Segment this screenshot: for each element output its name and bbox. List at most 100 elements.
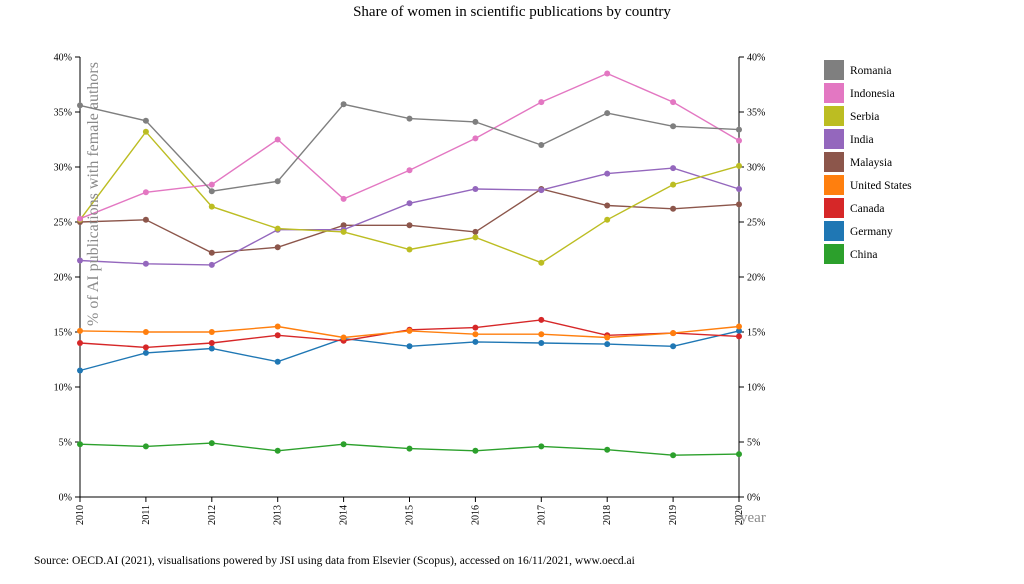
data-point-malaysia xyxy=(142,216,149,223)
legend-label-china: China xyxy=(850,249,877,261)
y-tick-label-left: 20% xyxy=(54,273,72,284)
y-tick-label-right: 30% xyxy=(747,163,765,174)
x-tick-label: 2017 xyxy=(536,505,547,525)
data-point-indonesia xyxy=(274,136,281,143)
legend-label-serbia: Serbia xyxy=(850,111,879,123)
legend-label-canada: Canada xyxy=(850,203,884,215)
legend-label-romania: Romania xyxy=(850,65,892,77)
data-point-serbia xyxy=(472,234,479,241)
series-line-germany xyxy=(79,330,740,372)
data-point-malaysia xyxy=(736,201,742,208)
data-point-germany xyxy=(670,343,677,350)
y-tick-label-right: 15% xyxy=(747,328,765,339)
x-tick-label: 2016 xyxy=(470,505,481,525)
data-point-romania xyxy=(274,178,281,185)
data-point-india xyxy=(77,257,83,264)
data-point-malaysia xyxy=(340,222,347,229)
data-point-germany xyxy=(406,343,413,350)
y-tick-label-left: 30% xyxy=(54,163,72,174)
x-tick-label: 2013 xyxy=(273,505,284,525)
data-point-malaysia xyxy=(208,249,215,256)
legend-swatch-united-states xyxy=(824,175,844,195)
data-point-canada xyxy=(736,333,742,340)
data-point-germany xyxy=(142,349,149,356)
series-line-indonesia xyxy=(79,72,740,220)
y-tick-label-left: 35% xyxy=(54,108,72,119)
data-point-romania xyxy=(77,102,83,109)
data-point-united-states xyxy=(77,327,83,334)
data-point-indonesia xyxy=(208,181,215,188)
series-line-serbia xyxy=(79,130,740,264)
y-tick-label-right: 35% xyxy=(747,108,765,119)
legend-label-indonesia: Indonesia xyxy=(850,88,895,100)
x-tick-label: 2010 xyxy=(75,505,86,525)
data-point-china xyxy=(77,441,83,448)
axes: 0% 0% 5% 5% 10% 10% 15% 15% 20% 20% 25% 25% 30% 30% 35… xyxy=(54,53,766,526)
legend-swatch-indonesia xyxy=(824,83,844,103)
data-point-india xyxy=(670,165,677,172)
data-point-united-states xyxy=(274,323,281,330)
y-tick-label-right: 5% xyxy=(747,438,760,449)
legend-label-india: India xyxy=(850,134,874,146)
y-tick-label-left: 15% xyxy=(54,328,72,339)
data-point-serbia xyxy=(274,225,281,232)
data-point-canada xyxy=(274,332,281,339)
x-tick-label: 2011 xyxy=(141,505,152,525)
y-tick-label-right: 40% xyxy=(747,53,765,64)
x-axis-label: year xyxy=(740,510,766,526)
legend-label-malaysia: Malaysia xyxy=(850,157,892,169)
data-point-malaysia xyxy=(604,202,611,209)
data-point-indonesia xyxy=(340,195,347,202)
data-point-united-states xyxy=(208,329,215,335)
data-point-romania xyxy=(670,123,677,130)
x-tick-label: 2012 xyxy=(207,505,218,525)
data-point-romania xyxy=(736,126,742,133)
series-serbia xyxy=(77,128,742,266)
data-point-malaysia xyxy=(406,222,413,229)
y-axis-label: % of AI publications with female authors xyxy=(85,62,102,326)
data-point-romania xyxy=(340,101,347,108)
series-india xyxy=(77,165,742,268)
data-point-malaysia xyxy=(472,228,479,235)
data-point-malaysia xyxy=(274,244,281,251)
data-point-india xyxy=(406,200,413,207)
data-point-romania xyxy=(604,110,611,117)
x-tick-label: 2018 xyxy=(602,505,613,525)
y-tick-label-left: 25% xyxy=(54,218,72,229)
chart-title: Share of women in scientific publication… xyxy=(353,4,671,20)
data-point-indonesia xyxy=(77,215,83,222)
data-point-united-states xyxy=(340,334,347,341)
legend-swatch-germany xyxy=(824,221,844,241)
data-point-germany xyxy=(736,327,742,334)
data-point-united-states xyxy=(538,331,545,338)
data-point-china xyxy=(736,451,742,458)
data-point-germany xyxy=(208,345,215,352)
series-line-malaysia xyxy=(79,188,740,254)
data-point-united-states xyxy=(406,327,413,334)
legend-swatch-canada xyxy=(824,198,844,218)
data-point-serbia xyxy=(538,259,545,266)
legend-swatch-romania xyxy=(824,60,844,80)
data-point-indonesia xyxy=(472,135,479,142)
data-point-serbia xyxy=(340,228,347,235)
data-point-china xyxy=(208,440,215,447)
data-point-indonesia xyxy=(670,99,677,106)
data-point-united-states xyxy=(604,334,611,341)
data-point-china xyxy=(142,443,149,450)
data-point-india xyxy=(604,170,611,177)
data-point-germany xyxy=(472,338,479,345)
data-point-canada xyxy=(142,344,149,351)
data-point-germany xyxy=(538,340,545,346)
data-point-romania xyxy=(538,142,545,148)
data-point-united-states xyxy=(736,323,742,330)
series-indonesia xyxy=(77,70,742,222)
series-united-states xyxy=(77,323,742,341)
data-point-canada xyxy=(472,324,479,331)
source-note: Source: OECD.AI (2021), visualisations p… xyxy=(34,555,635,567)
series-malaysia xyxy=(77,186,742,256)
y-tick-label-right: 25% xyxy=(747,218,765,229)
data-point-canada xyxy=(208,340,215,346)
data-point-serbia xyxy=(406,246,413,253)
data-point-united-states xyxy=(142,329,149,335)
data-point-indonesia xyxy=(142,189,149,196)
